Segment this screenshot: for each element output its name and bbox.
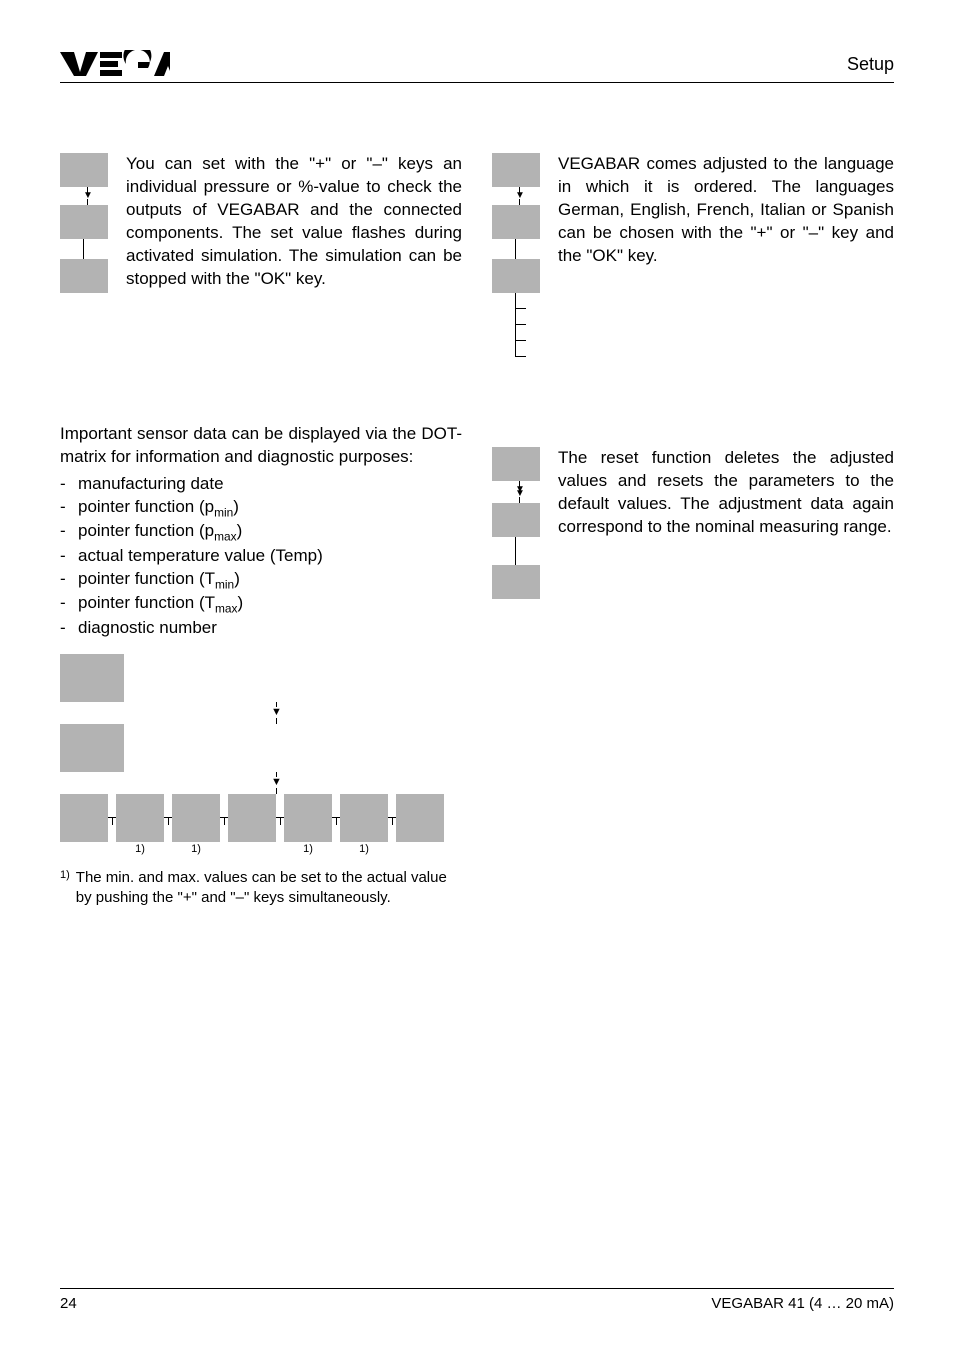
flow-box — [284, 794, 332, 842]
footnote-marker: 1) — [359, 842, 369, 857]
flow-box — [492, 205, 540, 239]
flow-box — [340, 794, 388, 842]
footnote-marker: 1) — [303, 842, 313, 857]
list-item: -diagnostic number — [60, 617, 462, 640]
reset-flow-diagram: ▼ ▼ — [492, 447, 540, 599]
footnote-marker: 1) — [191, 842, 201, 857]
flow-box — [492, 153, 540, 187]
flow-box — [396, 794, 444, 842]
footnote-text: The min. and max. values can be set to t… — [76, 868, 456, 909]
footnote-marker: 1) — [135, 842, 145, 857]
flow-box — [60, 259, 108, 293]
flow-box — [60, 654, 124, 702]
simulation-text-content: You can set with the "+" or "–" keys an … — [126, 154, 462, 288]
flow-box — [492, 259, 540, 293]
right-column: ▼ — [492, 153, 894, 948]
footnote: 1) The min. and max. values can be set t… — [60, 868, 462, 909]
info-section: Important sensor data can be displayed v… — [60, 423, 462, 908]
page-header: Setup — [60, 50, 894, 83]
list-item: -pointer function (pmin) — [60, 496, 462, 520]
branch-ticks — [515, 293, 540, 357]
list-item: -pointer function (pmax) — [60, 520, 462, 544]
list-item: -pointer function (Tmax) — [60, 592, 462, 616]
language-text: VEGABAR comes adjusted to the language i… — [558, 153, 894, 268]
flow-box — [492, 503, 540, 537]
info-intro: Important sensor data can be displayed v… — [60, 423, 462, 469]
reset-section: ▼ ▼ The reset function deletes the adjus… — [492, 447, 894, 599]
list-item: -manufacturing date — [60, 473, 462, 496]
arrow-down-icon: ▼ — [271, 777, 282, 788]
vega-logo — [60, 50, 170, 78]
flow-box — [228, 794, 276, 842]
page-footer: 24 VEGABAR 41 (4 … 20 mA) — [60, 1288, 894, 1312]
reset-text: The reset function deletes the adjusted … — [558, 447, 894, 539]
left-column: ▼ You can set with the "+" or "–" keys a… — [60, 153, 462, 948]
list-item: -actual temperature value (Temp) — [60, 545, 462, 568]
doc-title: VEGABAR 41 (4 … 20 mA) — [711, 1295, 894, 1312]
flow-box — [60, 794, 108, 842]
language-flow-diagram: ▼ — [492, 153, 540, 357]
flow-box — [60, 153, 108, 187]
simulation-flow-diagram: ▼ — [60, 153, 108, 293]
flow-box — [492, 565, 540, 599]
section-title: Setup — [847, 54, 894, 75]
flow-box — [60, 205, 108, 239]
info-flow-diagram: ▼ ▼ 1) — [60, 654, 462, 858]
simulation-text: You can set with the "+" or "–" keys an … — [126, 153, 462, 291]
language-section: ▼ — [492, 153, 894, 357]
arrow-down-icon: ▼ — [271, 707, 282, 718]
flow-box — [116, 794, 164, 842]
flow-box — [60, 724, 124, 772]
info-list: -manufacturing date -pointer function (p… — [60, 473, 462, 640]
list-item: -pointer function (Tmin) — [60, 568, 462, 592]
page-number: 24 — [60, 1295, 77, 1312]
flow-box — [172, 794, 220, 842]
flow-box — [492, 447, 540, 481]
footnote-sup: 1) — [60, 868, 70, 909]
simulation-section: ▼ You can set with the "+" or "–" keys a… — [60, 153, 462, 293]
